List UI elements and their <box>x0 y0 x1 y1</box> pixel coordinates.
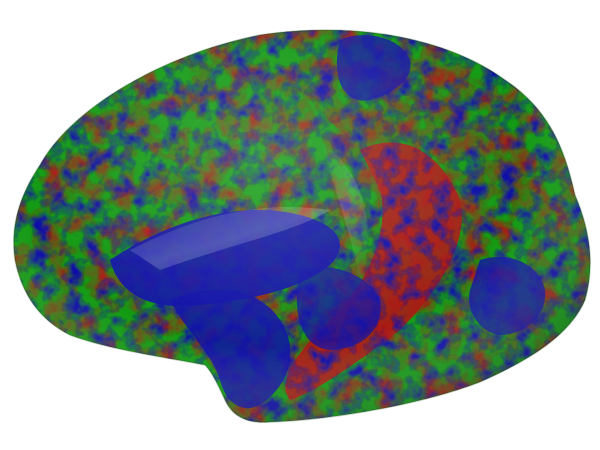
sylvian-fissure-sheen <box>130 206 330 270</box>
central-sulcus-sheen <box>320 140 368 280</box>
